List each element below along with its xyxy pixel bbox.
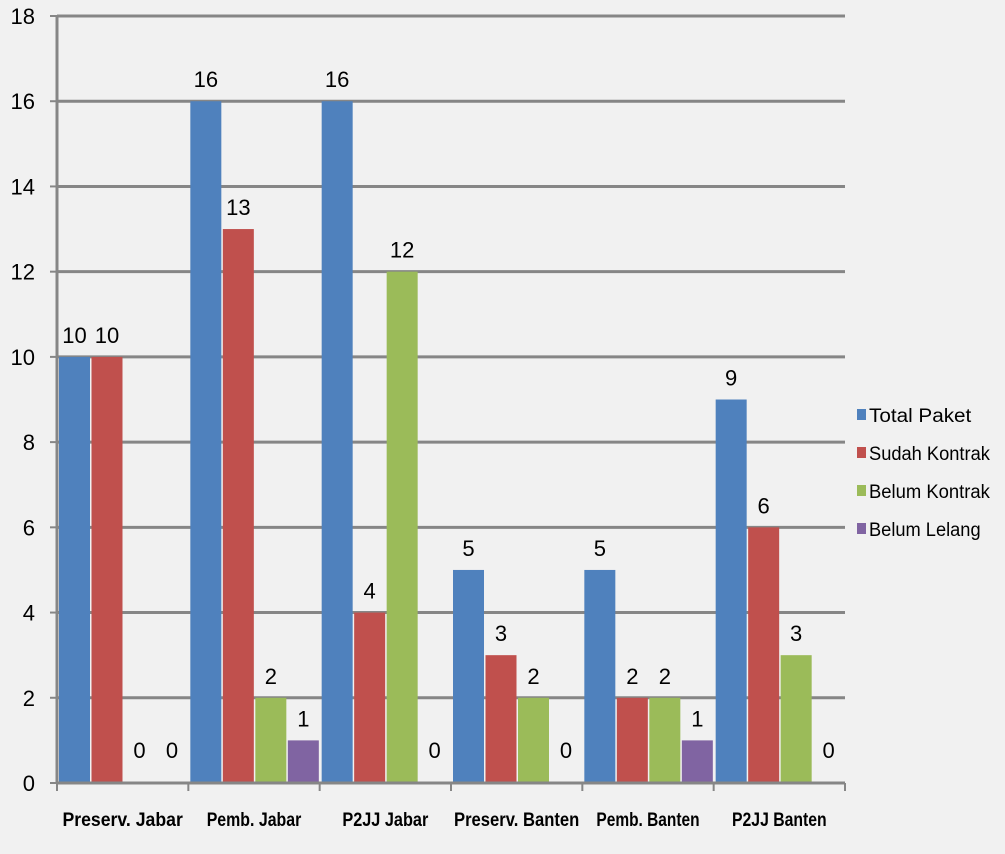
y-tick-label: 12 — [11, 260, 35, 285]
data-label: 0 — [133, 738, 145, 763]
data-label: 13 — [226, 195, 250, 220]
data-label: 0 — [166, 738, 178, 763]
y-tick-label: 18 — [11, 4, 35, 29]
bar — [287, 740, 319, 783]
bar — [91, 356, 123, 783]
legend-label: Belum Lelang — [869, 520, 981, 541]
y-tick-label: 0 — [23, 771, 35, 796]
data-label: 16 — [325, 67, 349, 92]
bar — [321, 101, 353, 783]
bar — [255, 697, 287, 783]
data-label: 2 — [626, 664, 638, 689]
x-category-label: Pemb. Jabar — [207, 810, 302, 831]
data-label: 0 — [429, 738, 441, 763]
y-tick-label: 8 — [23, 430, 35, 455]
bar — [681, 740, 713, 783]
gridlines — [57, 14, 845, 700]
legend-label: Sudah Kontrak — [869, 444, 990, 465]
y-tick-label: 2 — [23, 686, 35, 711]
data-label: 0 — [560, 738, 572, 763]
legend-swatch — [857, 523, 866, 534]
data-label: 10 — [95, 323, 119, 348]
y-tick-label: 6 — [23, 515, 35, 540]
y-tick-label: 10 — [11, 345, 35, 370]
data-label: 2 — [659, 664, 671, 689]
data-label: 2 — [265, 664, 277, 689]
bar — [59, 356, 90, 783]
data-label: 12 — [390, 238, 414, 263]
bar — [222, 229, 254, 784]
legend-swatch — [857, 409, 866, 420]
bar — [518, 697, 549, 783]
data-label: 0 — [823, 738, 835, 763]
data-label: 10 — [62, 323, 86, 348]
data-label: 3 — [495, 621, 507, 646]
x-category-label: Preserv. Banten — [454, 810, 579, 831]
legend-swatch — [857, 485, 866, 496]
legend-label: Belum Kontrak — [869, 482, 990, 503]
legend-swatch — [857, 447, 866, 458]
data-label: 2 — [527, 664, 539, 689]
bar — [715, 399, 747, 783]
bar — [748, 527, 780, 783]
x-category-label: P2JJ Jabar — [342, 810, 429, 831]
bar — [584, 569, 616, 783]
x-category-label: Preserv. Jabar — [62, 810, 183, 831]
bar — [386, 271, 418, 783]
x-category-label: Pemb. Banten — [596, 810, 699, 831]
data-label: 5 — [594, 536, 606, 561]
data-label: 1 — [691, 706, 703, 731]
data-label: 3 — [790, 621, 802, 646]
bars — [59, 101, 812, 784]
bar — [616, 697, 648, 783]
data-label: 5 — [462, 536, 474, 561]
data-label: 6 — [758, 493, 770, 518]
bar — [649, 697, 681, 783]
y-tick-label: 14 — [11, 174, 35, 199]
bar — [190, 101, 222, 783]
data-label: 9 — [725, 366, 737, 391]
bar — [485, 655, 517, 783]
data-label: 1 — [297, 706, 309, 731]
y-tick-label: 4 — [23, 601, 35, 626]
bar — [354, 612, 386, 783]
bar — [453, 569, 484, 783]
legend-label: Total Paket — [869, 406, 972, 427]
data-label: 4 — [364, 579, 376, 604]
bar — [780, 655, 812, 783]
x-category-label: P2JJ Banten — [732, 810, 827, 831]
y-tick-label: 16 — [11, 89, 35, 114]
legend: Total Paket Sudah Kontrak Belum Kontrak Bel… — [857, 406, 990, 541]
data-label: 16 — [194, 67, 218, 92]
